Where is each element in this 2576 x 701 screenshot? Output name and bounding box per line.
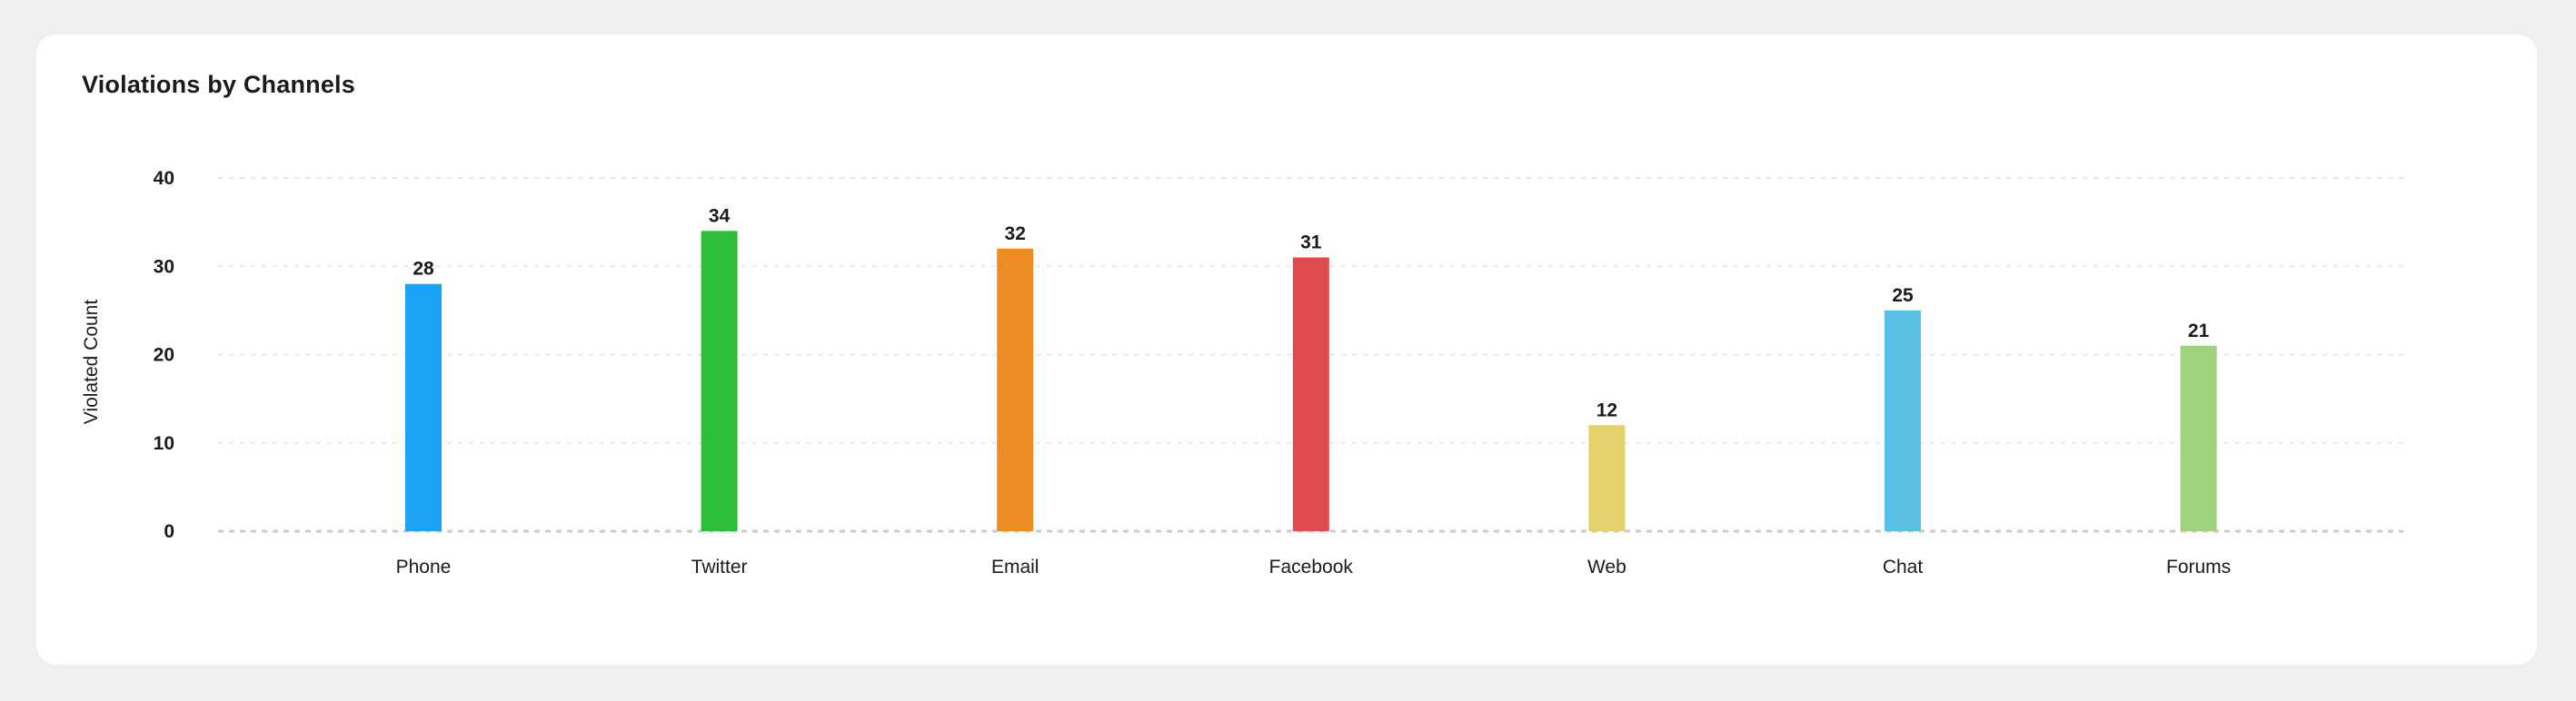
x-tick-label: Chat	[1883, 557, 1924, 578]
bar-chat[interactable]	[1885, 310, 1921, 531]
y-tick-label: 0	[164, 521, 174, 542]
data-label: 12	[1596, 400, 1617, 420]
bar-email[interactable]	[997, 248, 1034, 531]
bar-chart: 0 10 20 30 40 Violated Count 28 Phone 34 Twitter 3…	[81, 168, 2403, 578]
x-tick-label: Facebook	[1269, 557, 1354, 578]
y-tick-label: 10	[154, 433, 174, 454]
x-tick-label: Forums	[2166, 557, 2231, 578]
data-label: 25	[1892, 285, 1914, 306]
bar-facebook[interactable]	[1292, 257, 1329, 531]
x-tick-label: Web	[1587, 557, 1626, 578]
x-tick-label: Email	[991, 557, 1039, 578]
bar-web[interactable]	[1588, 425, 1626, 531]
data-label: 32	[1005, 223, 1026, 244]
bar-phone[interactable]	[405, 283, 442, 531]
y-tick-label: 40	[154, 168, 174, 189]
data-label: 34	[709, 205, 731, 226]
data-label: 31	[1300, 232, 1322, 253]
data-label: 28	[413, 259, 434, 280]
x-tick-label: Phone	[396, 557, 452, 578]
y-tick-label: 30	[154, 256, 174, 277]
chart-card: Violations by Channels 0 10 20 30 40 Violated…	[36, 35, 2537, 665]
y-axis-label: Violated Count	[81, 300, 102, 425]
y-tick-label: 20	[154, 345, 174, 366]
data-label: 21	[2188, 321, 2210, 341]
x-tick-label: Twitter	[691, 557, 748, 578]
chart-title: Violations by Channels	[82, 71, 355, 98]
bar-forums[interactable]	[2180, 345, 2217, 531]
bar-twitter[interactable]	[701, 231, 738, 531]
